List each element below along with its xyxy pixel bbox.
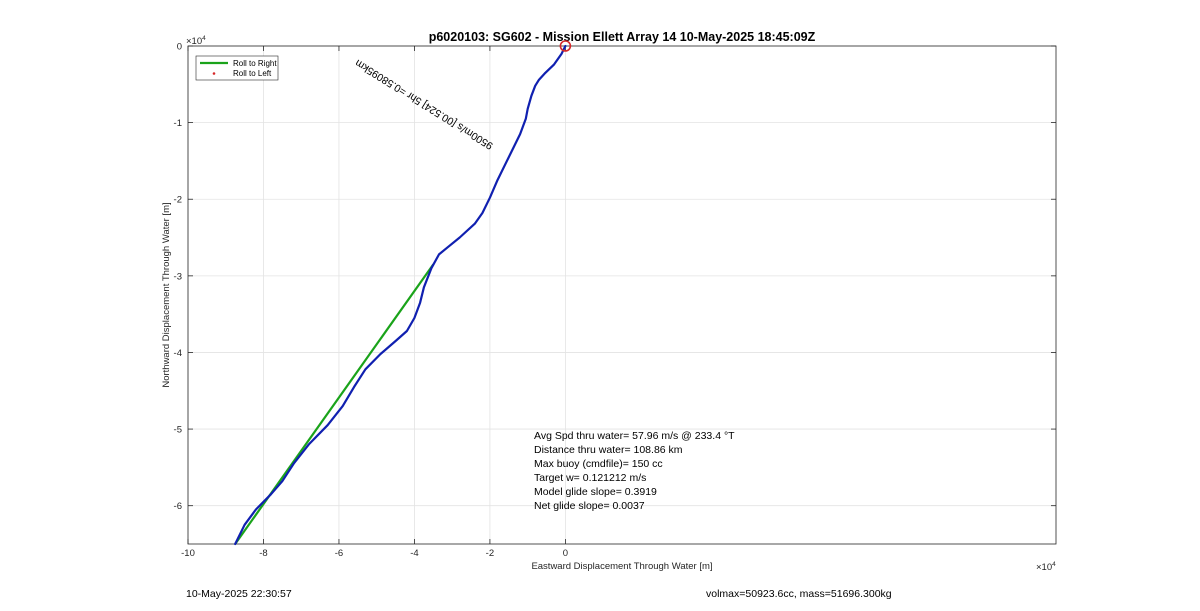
x-tick-label: -2: [486, 548, 494, 559]
stat-max-buoy: Max buoy (cmdfile)= 150 cc: [534, 458, 663, 470]
y-tick-label: -1: [174, 118, 182, 129]
y-axis-label: Northward Displacement Through Water [m]: [161, 202, 172, 387]
grid: [187, 45, 1056, 544]
axis-ticks: -10 -8 -6 -4 -2 0 0 -1 -2 -3 -4 -5 -6: [174, 42, 1056, 559]
series-layer: [234, 40, 572, 546]
x-tick-label: -6: [335, 548, 343, 559]
stat-target-w: Target w= 0.121212 m/s: [534, 472, 646, 484]
y-tick-label: -4: [174, 348, 182, 359]
y-tick-label: 0: [177, 42, 182, 53]
x-tick-label: -10: [181, 548, 195, 559]
stats-block: Avg Spd thru water= 57.96 m/s @ 233.4 °T…: [534, 430, 735, 512]
y-tick-label: -5: [174, 425, 182, 436]
roll-right-line: [234, 263, 435, 545]
y-exponent-label: ×104: [186, 35, 206, 47]
x-axis-label: Eastward Displacement Through Water [m]: [531, 561, 712, 572]
chart-title: p6020103: SG602 - Mission Ellett Array 1…: [429, 30, 816, 44]
footer-timestamp: 10-May-2025 22:30:57: [186, 588, 292, 600]
track-end-marker: [559, 40, 572, 52]
dive-track-line: [234, 44, 567, 546]
y-tick-label: -6: [174, 501, 182, 512]
legend-label-roll-right: Roll to Right: [233, 59, 277, 68]
legend: Roll to Right Roll to Left: [195, 55, 279, 81]
legend-box: [195, 55, 279, 81]
y-tick-label: -2: [174, 195, 182, 206]
x-tick-label: 0: [563, 548, 568, 559]
track-label: 9500m/s [00.524] 5hr =0.58095km: [353, 57, 495, 152]
stat-distance: Distance thru water= 108.86 km: [534, 444, 683, 456]
legend-label-roll-left: Roll to Left: [233, 69, 272, 78]
stat-model-glide-slope: Model glide slope= 0.3919: [534, 486, 657, 498]
stat-net-glide-slope: Net glide slope= 0.0037: [534, 500, 645, 512]
x-tick-label: -8: [259, 548, 267, 559]
y-tick-label: -3: [174, 271, 182, 282]
stat-avg-speed: Avg Spd thru water= 57.96 m/s @ 233.4 °T: [534, 430, 735, 442]
x-tick-label: -4: [410, 548, 418, 559]
footer-volume-mass: volmax=50923.6cc, mass=51696.300kg: [706, 588, 892, 600]
plot-frame: [187, 45, 1057, 545]
x-exponent-label: ×104: [1036, 561, 1056, 573]
legend-swatch-roll-left: [212, 72, 216, 75]
